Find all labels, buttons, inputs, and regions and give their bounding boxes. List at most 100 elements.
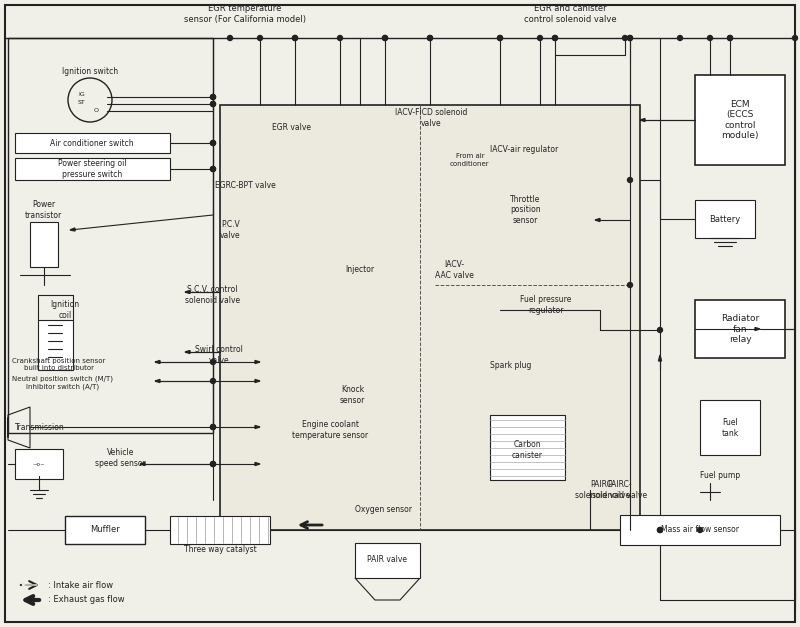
Text: Fuel
tank: Fuel tank bbox=[722, 418, 738, 438]
Polygon shape bbox=[595, 218, 600, 221]
Text: P.C.V
valve: P.C.V valve bbox=[220, 220, 241, 240]
Circle shape bbox=[727, 36, 733, 41]
Bar bbox=[170, 516, 270, 544]
Circle shape bbox=[622, 36, 627, 41]
Circle shape bbox=[210, 424, 215, 429]
Polygon shape bbox=[140, 463, 145, 465]
Circle shape bbox=[427, 36, 433, 41]
Polygon shape bbox=[658, 355, 662, 361]
Circle shape bbox=[210, 379, 215, 384]
Text: IACV-FICD solenoid
valve: IACV-FICD solenoid valve bbox=[395, 108, 467, 128]
Text: Vehicle
speed sensor: Vehicle speed sensor bbox=[95, 448, 146, 468]
Circle shape bbox=[210, 167, 215, 172]
Text: Battery: Battery bbox=[710, 214, 741, 223]
Circle shape bbox=[538, 36, 542, 41]
Bar bbox=[15, 449, 63, 479]
Polygon shape bbox=[255, 361, 260, 364]
Circle shape bbox=[210, 102, 215, 107]
Text: Neutral position switch (M/T)
Inhibitor switch (A/T): Neutral position switch (M/T) Inhibitor … bbox=[12, 376, 113, 390]
Text: : Intake air flow: : Intake air flow bbox=[48, 581, 113, 589]
Text: Carbon
canister: Carbon canister bbox=[511, 440, 542, 460]
Text: EGR valve: EGR valve bbox=[272, 124, 311, 132]
Circle shape bbox=[627, 36, 633, 41]
Text: PAIR valve: PAIR valve bbox=[367, 556, 407, 564]
Circle shape bbox=[382, 36, 387, 41]
Polygon shape bbox=[185, 290, 190, 293]
Text: Muffler: Muffler bbox=[90, 525, 120, 534]
Text: IG: IG bbox=[78, 92, 86, 97]
Polygon shape bbox=[155, 361, 160, 364]
Bar bbox=[8, 38, 213, 433]
Bar bbox=[15, 133, 170, 153]
Circle shape bbox=[698, 527, 702, 532]
Circle shape bbox=[382, 36, 387, 41]
Text: Spark plug: Spark plug bbox=[490, 361, 531, 369]
Text: PAIRC-
solenoid valve: PAIRC- solenoid valve bbox=[592, 480, 647, 500]
Polygon shape bbox=[155, 379, 160, 382]
Text: EGR and canister
control solenoid valve: EGR and canister control solenoid valve bbox=[524, 4, 616, 24]
Text: Swirl control
valve: Swirl control valve bbox=[195, 345, 243, 365]
Circle shape bbox=[553, 36, 558, 41]
Circle shape bbox=[627, 177, 633, 182]
Text: Crankshaft position sensor
built into distributor: Crankshaft position sensor built into di… bbox=[12, 359, 106, 372]
Text: Knock
sensor: Knock sensor bbox=[340, 386, 366, 404]
Bar bbox=[695, 75, 785, 165]
Circle shape bbox=[338, 36, 342, 41]
Circle shape bbox=[258, 36, 262, 41]
Text: Air conditioner switch: Air conditioner switch bbox=[50, 139, 134, 147]
Text: Ignition switch: Ignition switch bbox=[62, 68, 118, 76]
Circle shape bbox=[658, 327, 662, 332]
Polygon shape bbox=[640, 119, 645, 122]
Circle shape bbox=[627, 283, 633, 288]
Bar bbox=[65, 516, 145, 544]
Text: S.C.V. control
solenoid valve: S.C.V. control solenoid valve bbox=[185, 285, 240, 305]
Circle shape bbox=[210, 461, 215, 466]
Circle shape bbox=[210, 424, 215, 429]
Text: ECM
(ECCS
control
module): ECM (ECCS control module) bbox=[722, 100, 758, 140]
Circle shape bbox=[727, 36, 733, 41]
Circle shape bbox=[293, 36, 298, 41]
Circle shape bbox=[210, 167, 215, 172]
Bar bbox=[695, 200, 755, 238]
Circle shape bbox=[427, 36, 433, 41]
Text: From air
conditioner: From air conditioner bbox=[450, 154, 490, 167]
Circle shape bbox=[553, 36, 558, 41]
Circle shape bbox=[498, 36, 502, 41]
Text: EGR temperature
sensor (For California model): EGR temperature sensor (For California m… bbox=[184, 4, 306, 24]
Circle shape bbox=[210, 140, 215, 145]
Text: Transmission: Transmission bbox=[15, 423, 65, 433]
Text: Throttle
position
sensor: Throttle position sensor bbox=[510, 195, 541, 225]
Text: Radiator
fan
relay: Radiator fan relay bbox=[721, 314, 759, 344]
Bar bbox=[30, 222, 58, 267]
Circle shape bbox=[210, 359, 215, 364]
Circle shape bbox=[498, 36, 502, 41]
Polygon shape bbox=[255, 379, 260, 382]
Polygon shape bbox=[185, 350, 190, 354]
Text: : Exhaust gas flow: : Exhaust gas flow bbox=[48, 596, 125, 604]
Text: Three way catalyst: Three way catalyst bbox=[184, 545, 256, 554]
Text: ST: ST bbox=[78, 100, 86, 105]
Text: IACV-air regulator: IACV-air regulator bbox=[490, 145, 558, 154]
Polygon shape bbox=[70, 228, 75, 231]
Circle shape bbox=[227, 36, 233, 41]
Text: Fuel pressure
regulator: Fuel pressure regulator bbox=[520, 295, 571, 315]
Bar bbox=[490, 415, 565, 480]
Bar bbox=[695, 300, 785, 358]
Text: EGRC-BPT valve: EGRC-BPT valve bbox=[215, 181, 276, 189]
Text: Power
transistor: Power transistor bbox=[25, 200, 62, 219]
Polygon shape bbox=[755, 327, 760, 330]
Text: Ignition
coil: Ignition coil bbox=[50, 300, 79, 320]
Circle shape bbox=[210, 140, 215, 145]
Text: O: O bbox=[94, 108, 98, 113]
Circle shape bbox=[210, 95, 215, 100]
Circle shape bbox=[293, 36, 298, 41]
Bar bbox=[38, 320, 73, 370]
Circle shape bbox=[210, 461, 215, 466]
Circle shape bbox=[210, 102, 215, 107]
Text: Fuel pump: Fuel pump bbox=[700, 470, 740, 480]
Text: Oxygen sensor: Oxygen sensor bbox=[355, 505, 412, 515]
Text: Mass air flow sensor: Mass air flow sensor bbox=[661, 525, 739, 534]
Circle shape bbox=[707, 36, 713, 41]
Bar bbox=[355, 543, 420, 578]
Circle shape bbox=[627, 36, 633, 41]
